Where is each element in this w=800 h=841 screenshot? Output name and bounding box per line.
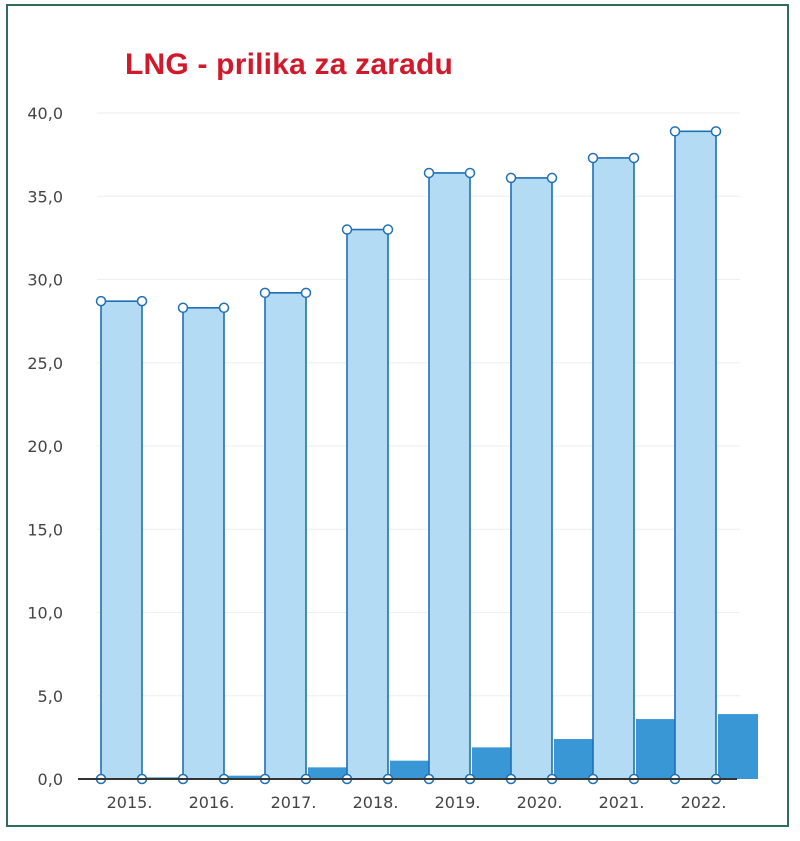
bar-marker [505,172,517,184]
x-tick-label: 2018. [353,793,399,812]
bar-marker [136,295,148,307]
bar-series1-outline [592,157,635,779]
x-tick-label: 2016. [189,793,235,812]
y-tick-label: 0,0 [38,770,63,789]
bar-marker [546,172,558,184]
bar-marker [669,126,681,137]
bar-series1 [593,157,634,779]
bar-series1 [511,177,552,779]
y-tick-label: 5,0 [38,687,63,706]
bar-series2 [636,719,676,779]
y-tick-label: 20,0 [27,437,63,456]
bar-series1 [183,307,224,779]
y-tick-label: 30,0 [27,271,63,290]
x-tick-label: 2020. [517,793,563,812]
y-tick-label: 15,0 [27,520,63,539]
bar-series1-outline [510,177,553,779]
bar-series1 [429,172,470,779]
bar-series1-outline [346,228,389,779]
chart-title: LNG - prilika za zaradu [125,48,454,81]
bar-series1 [101,301,142,779]
x-tick-label: 2015. [107,793,153,812]
bar-series1 [265,292,306,779]
bar-series2 [718,714,758,779]
bar-marker [259,287,271,299]
bar-series2 [226,775,266,779]
bar-marker [95,295,107,307]
y-tick-label: 10,0 [27,604,63,623]
bar-marker [710,126,722,137]
bar-marker [300,287,312,299]
bar-marker [628,152,640,164]
bar-marker [587,152,599,164]
bar-series2 [472,747,512,779]
bar-marker [177,302,189,314]
bar-series2 [554,739,594,779]
x-tick-label: 2021. [599,793,645,812]
bar-series1 [675,131,716,779]
bar-series1-outline [264,292,307,779]
bar-series1-outline [182,307,225,779]
y-tick-label: 25,0 [27,354,63,373]
bar-series1-outline [100,300,143,779]
bar-series1-outline [428,172,471,779]
bar-marker [341,224,353,235]
bar-marker [382,224,394,235]
bar-series2 [308,767,348,779]
bar-marker [464,167,476,179]
y-tick-label: 35,0 [27,187,63,206]
bar-marker [218,302,230,314]
y-tick-label: 40,0 [27,104,63,123]
x-tick-label: 2022. [681,793,727,812]
x-tick-label: 2017. [271,793,317,812]
bar-series1-outline [674,130,717,779]
bar-series2 [390,760,430,779]
bar-series1 [347,229,388,780]
bar-marker [423,167,435,179]
x-tick-label: 2019. [435,793,481,812]
